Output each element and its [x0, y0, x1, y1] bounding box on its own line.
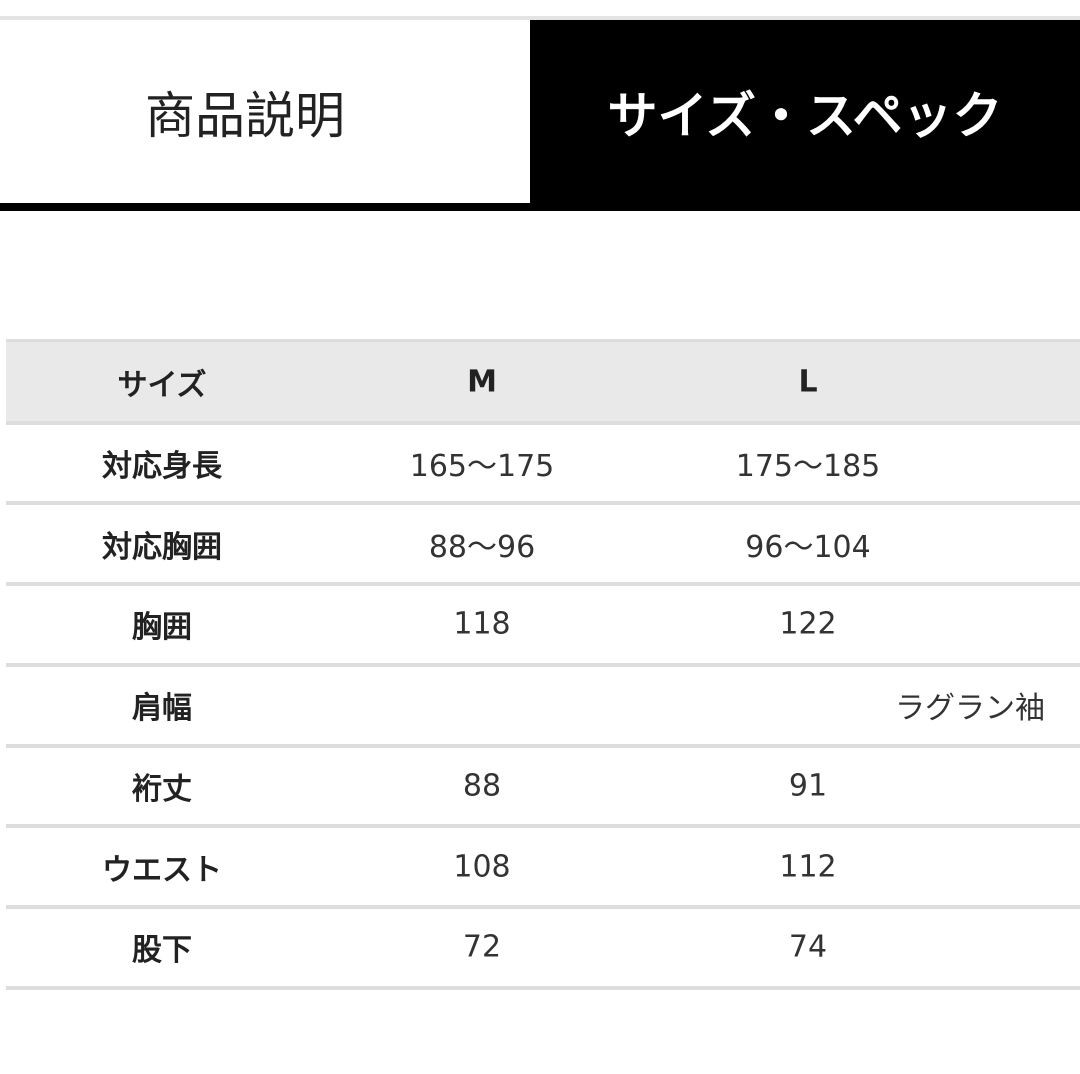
header-cell: サイズ: [117, 368, 207, 404]
row-label: 対応身長: [102, 449, 222, 485]
cell-value: 88〜96: [428, 529, 536, 565]
row-line: [6, 420, 1080, 425]
tab-underline: [0, 203, 1080, 211]
row-label: 対応胸囲: [102, 529, 222, 565]
cell-value: 118: [453, 606, 511, 642]
row-label: 裄丈: [132, 771, 192, 807]
cell-value: 88: [462, 768, 502, 804]
row-line: [6, 743, 1080, 748]
row-line: [6, 904, 1080, 909]
row-label: 股下: [132, 933, 192, 969]
cell-value: 96〜104: [745, 529, 871, 565]
cell-value: 122: [779, 606, 837, 642]
header-bg: [6, 342, 1080, 423]
row-label: 肩幅: [132, 691, 192, 727]
tab[interactable]: 商品説明: [145, 86, 345, 145]
row-line: [6, 985, 1080, 990]
header-cell: L: [798, 364, 818, 400]
cell-value: 112: [779, 849, 837, 885]
header-cell: M: [467, 364, 497, 400]
cell-value: 91: [788, 768, 828, 804]
cell-value: 165〜175: [409, 449, 555, 485]
tab-active[interactable]: サイズ・スペック: [530, 20, 1080, 203]
row-label: ウエスト: [102, 852, 222, 888]
row-line: [6, 501, 1080, 506]
row-line: [6, 582, 1080, 587]
cell-value: 74: [788, 929, 828, 965]
row-line: [6, 824, 1080, 829]
top-border: [0, 16, 1080, 20]
cell-value: 108: [453, 849, 511, 885]
cell-value: ラグラン袖: [895, 691, 1045, 727]
cell-value: 72: [462, 929, 502, 965]
row-line: [6, 662, 1080, 667]
cell-value: 175〜185: [735, 449, 881, 485]
row-line: [6, 339, 1080, 342]
row-label: 胸囲: [132, 610, 192, 646]
